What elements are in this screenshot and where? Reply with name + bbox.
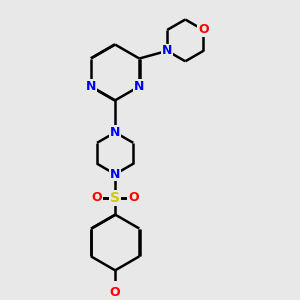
Text: O: O [110,286,121,299]
Text: N: N [110,168,120,181]
Text: N: N [110,126,120,139]
Text: S: S [110,191,120,205]
Text: N: N [162,44,172,57]
Text: O: O [128,191,139,204]
Text: N: N [134,80,145,93]
Text: O: O [92,191,102,204]
Text: N: N [86,80,96,93]
Text: O: O [198,23,209,37]
